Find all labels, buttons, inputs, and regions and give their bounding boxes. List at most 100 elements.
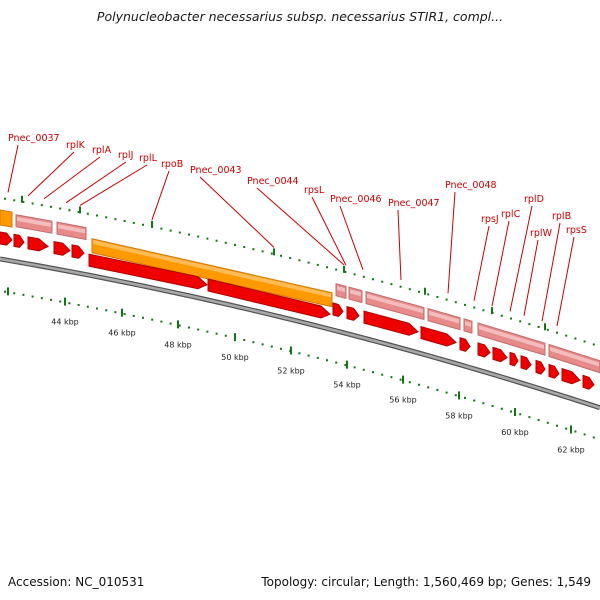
gene-arrow <box>53 240 71 256</box>
scale-label: 50 kbp <box>221 353 249 362</box>
tick-dot <box>427 293 430 296</box>
tick-dot <box>326 359 328 362</box>
tick-dot <box>4 290 6 293</box>
tick-dot <box>436 295 439 298</box>
tick-dot <box>353 366 356 369</box>
label-leader <box>199 176 275 248</box>
label-leader <box>43 156 101 200</box>
tick-dot <box>445 391 448 394</box>
tick-dot <box>243 339 246 342</box>
scale-label: 54 kbp <box>333 381 361 390</box>
tick-dot <box>473 306 476 309</box>
tick-dot <box>50 205 52 208</box>
tick-dot <box>280 347 282 350</box>
tick-dot <box>206 237 209 240</box>
gene-arrow <box>420 325 457 347</box>
tick-dot <box>445 298 448 301</box>
tick-dot <box>86 212 89 215</box>
tick-dot <box>252 248 255 251</box>
label-leader <box>79 164 148 206</box>
scale-label: 60 kbp <box>501 428 529 437</box>
gene-label: rplA <box>92 145 112 156</box>
tick-dot <box>565 334 568 337</box>
label-leader <box>509 205 533 312</box>
tick-dot <box>31 295 34 298</box>
tick-dot <box>307 354 310 357</box>
gene-label: rplL <box>139 153 158 164</box>
tick-dot <box>335 268 338 271</box>
gene-label: rplJ <box>118 150 133 161</box>
tick-dot <box>399 285 402 288</box>
tick-dot <box>556 331 558 334</box>
gene-label: Pnec_0037 <box>8 133 60 144</box>
tick-dot <box>59 300 62 303</box>
gene-block-highlight <box>350 289 361 297</box>
tick-dot <box>408 381 411 384</box>
gene-arrow <box>71 244 85 259</box>
tick-dot <box>105 309 108 312</box>
tick-dot <box>298 352 301 355</box>
tick-dot <box>151 318 154 321</box>
tick-dot <box>142 223 144 226</box>
tick-dot <box>381 373 384 376</box>
tick-dot <box>188 233 190 236</box>
tick-dot <box>592 436 595 439</box>
tick-dot <box>4 197 6 200</box>
tick-dot <box>372 278 374 281</box>
gene-arrow <box>0 231 13 246</box>
tick-dot <box>160 227 163 230</box>
label-leader <box>556 236 575 327</box>
gene-arrow <box>520 355 532 371</box>
gene-arrow <box>582 374 595 390</box>
tick-dot <box>454 301 457 304</box>
gene-block-highlight <box>479 325 544 349</box>
tick-dot <box>528 416 531 419</box>
tick-dot <box>510 317 512 320</box>
tick-dot <box>500 407 503 410</box>
tick-dot <box>234 243 236 246</box>
tick-dot <box>537 418 540 421</box>
gene-arrow <box>535 359 546 375</box>
tick-dot <box>519 413 522 416</box>
tick-dot <box>77 210 80 213</box>
genome-backbone <box>0 256 600 411</box>
label-leader <box>339 205 364 271</box>
scale-label: 44 kbp <box>51 318 79 327</box>
tick-dot <box>574 337 577 340</box>
tick-dot <box>197 328 200 331</box>
tick-dot <box>22 200 25 203</box>
gene-arrow <box>492 346 508 363</box>
gene-arrow <box>207 278 331 319</box>
tick-dot <box>114 218 117 221</box>
tick-dot <box>178 324 181 327</box>
gene-arrow <box>346 305 360 321</box>
gene-block-highlight <box>550 346 599 367</box>
label-leader <box>65 161 127 204</box>
tick-dot <box>500 314 503 317</box>
gene-label: Pnec_0044 <box>247 176 299 187</box>
scale-label: 52 kbp <box>277 366 305 375</box>
tick-dot <box>418 383 420 386</box>
tick-dot <box>537 325 540 328</box>
tick-dot <box>326 266 328 269</box>
tick-dot <box>528 323 531 326</box>
tick-dot <box>215 332 218 335</box>
gene-label: Pnec_0043 <box>190 165 242 176</box>
scale-label: 48 kbp <box>164 340 192 349</box>
gene-arrow <box>363 310 419 336</box>
tick-dot <box>96 214 98 217</box>
gene-arrow <box>561 367 581 385</box>
label-leader <box>7 144 19 193</box>
gene-arrow <box>332 302 344 317</box>
tick-dot <box>114 311 117 314</box>
gene-arrow <box>88 253 208 290</box>
tick-dot <box>215 239 218 242</box>
label-leader <box>523 239 539 316</box>
tick-dot <box>556 424 558 427</box>
map-title: Polynucleobacter necessarius subsp. nece… <box>96 9 504 24</box>
tick-dot <box>335 361 338 364</box>
gene-block-highlight <box>465 321 471 327</box>
gene-arrow <box>459 337 471 352</box>
tick-dot <box>491 404 494 407</box>
tick-dot <box>436 388 439 391</box>
